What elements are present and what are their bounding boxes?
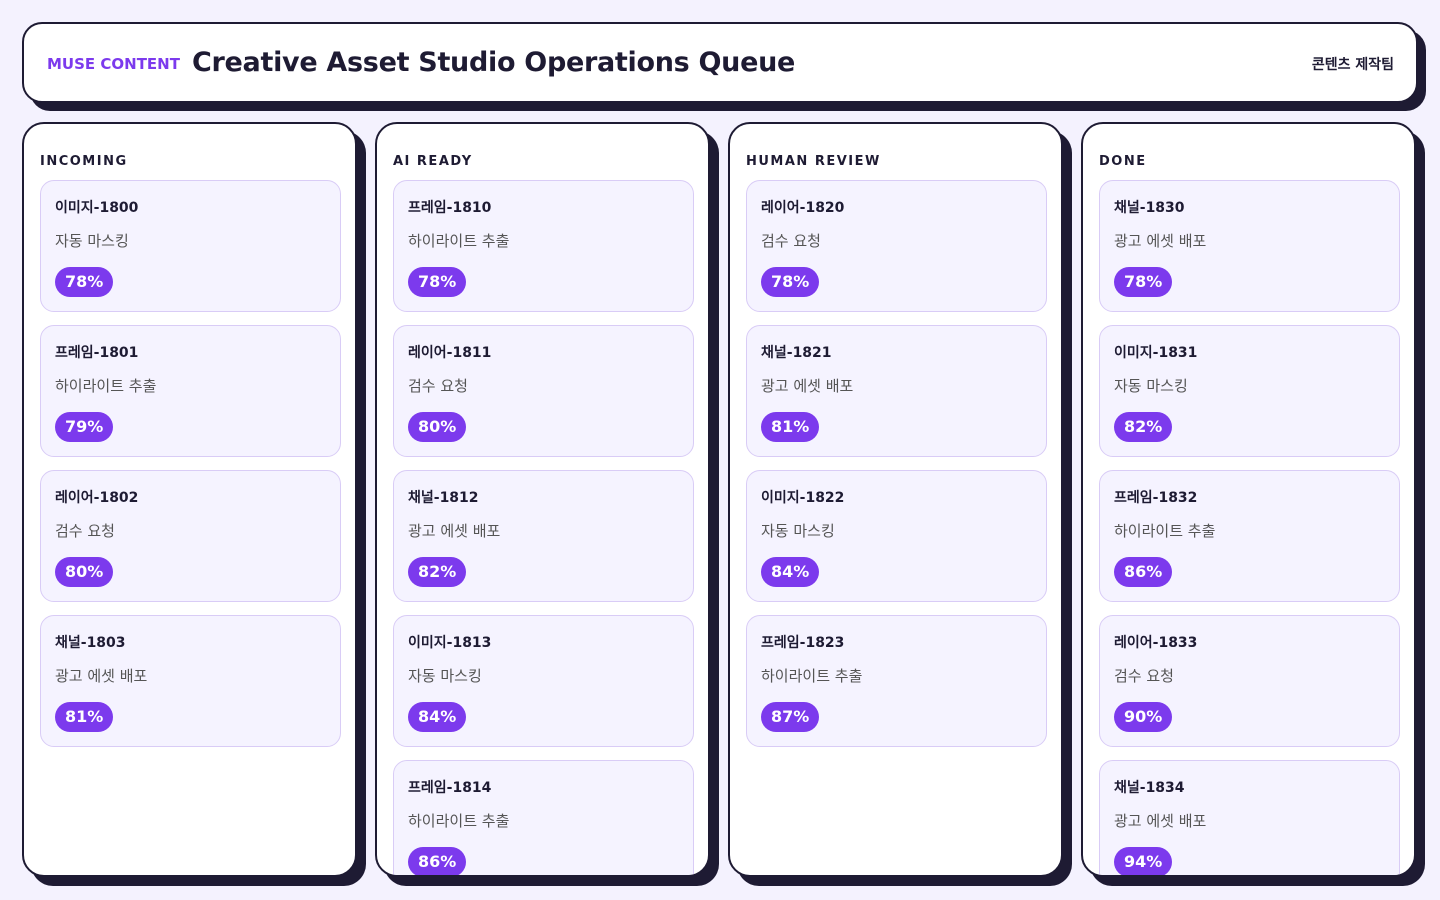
- column-title: INCOMING: [40, 154, 128, 169]
- task-card[interactable]: 프레임-1823 하이라이트 추출 87%: [746, 615, 1047, 747]
- card-id: 프레임-1823: [761, 635, 845, 651]
- task-card[interactable]: 채널-1821 광고 에셋 배포 81%: [746, 325, 1047, 457]
- task-card[interactable]: 이미지-1831 자동 마스킹 82%: [1099, 325, 1400, 457]
- brand: MUSE CONTENT: [47, 55, 180, 73]
- column-title: DONE: [1099, 154, 1147, 169]
- card-id: 레이어-1833: [1114, 635, 1198, 651]
- card-id: 레이어-1811: [408, 345, 492, 361]
- task-card[interactable]: 레이어-1820 검수 요청 78%: [746, 180, 1047, 312]
- team-name: 콘텐츠 제작팀: [1311, 57, 1394, 73]
- progress-badge: 94%: [1114, 847, 1173, 875]
- task-card[interactable]: 레이어-1811 검수 요청 80%: [393, 325, 694, 457]
- card-task: 검수 요청: [55, 522, 115, 540]
- task-card[interactable]: 채널-1830 광고 에셋 배포 78%: [1099, 180, 1400, 312]
- card-id: 이미지-1822: [761, 490, 845, 506]
- column: INCOMING 이미지-1800 자동 마스킹 78% 프레임-1801 하이라이트 추…: [22, 122, 357, 877]
- task-card[interactable]: 프레임-1801 하이라이트 추출 79%: [40, 325, 341, 457]
- card-id: 프레임-1814: [408, 780, 492, 796]
- card-id: 이미지-1800: [55, 200, 139, 216]
- card-id: 레이어-1820: [761, 200, 845, 216]
- card-task: 광고 에셋 배포: [408, 522, 501, 540]
- card-id: 채널-1803: [55, 635, 126, 651]
- card-task: 자동 마스킹: [408, 667, 482, 685]
- progress-badge: 78%: [408, 267, 467, 297]
- task-card[interactable]: 프레임-1832 하이라이트 추출 86%: [1099, 470, 1400, 602]
- card-id: 채널-1821: [761, 345, 832, 361]
- card-task: 자동 마스킹: [1114, 377, 1188, 395]
- task-card[interactable]: 레이어-1833 검수 요청 90%: [1099, 615, 1400, 747]
- progress-badge: 78%: [761, 267, 820, 297]
- progress-badge: 90%: [1114, 702, 1173, 732]
- progress-badge: 80%: [408, 412, 467, 442]
- card-task: 광고 에셋 배포: [1114, 232, 1207, 250]
- progress-badge: 78%: [55, 267, 114, 297]
- progress-badge: 84%: [408, 702, 467, 732]
- card-task: 광고 에셋 배포: [761, 377, 854, 395]
- task-card[interactable]: 프레임-1814 하이라이트 추출 86%: [393, 760, 694, 875]
- progress-badge: 79%: [55, 412, 114, 442]
- card-task: 자동 마스킹: [761, 522, 835, 540]
- progress-badge: 78%: [1114, 267, 1173, 297]
- progress-badge: 84%: [761, 557, 820, 587]
- column-title: HUMAN REVIEW: [746, 154, 881, 169]
- card-task: 하이라이트 추출: [761, 667, 863, 685]
- progress-badge: 81%: [761, 412, 820, 442]
- task-card[interactable]: 이미지-1813 자동 마스킹 84%: [393, 615, 694, 747]
- progress-badge: 82%: [408, 557, 467, 587]
- task-card[interactable]: 프레임-1810 하이라이트 추출 78%: [393, 180, 694, 312]
- card-task: 자동 마스킹: [55, 232, 129, 250]
- card-task: 하이라이트 추출: [408, 812, 510, 830]
- card-id: 프레임-1801: [55, 345, 139, 361]
- page-title: Creative Asset Studio Operations Queue: [192, 47, 796, 78]
- card-id: 프레임-1810: [408, 200, 492, 216]
- column: HUMAN REVIEW 레이어-1820 검수 요청 78% 채널-1821 광고 에셋…: [728, 122, 1063, 877]
- card-id: 이미지-1831: [1114, 345, 1198, 361]
- progress-badge: 86%: [1114, 557, 1173, 587]
- column: AI READY 프레임-1810 하이라이트 추출 78% 레이어-1811 검수 요청…: [375, 122, 710, 877]
- task-card[interactable]: 이미지-1822 자동 마스킹 84%: [746, 470, 1047, 602]
- card-task: 검수 요청: [1114, 667, 1174, 685]
- progress-badge: 86%: [408, 847, 467, 875]
- card-id: 채널-1834: [1114, 780, 1185, 796]
- card-id: 이미지-1813: [408, 635, 492, 651]
- card-task: 광고 에셋 배포: [1114, 812, 1207, 830]
- card-task: 검수 요청: [761, 232, 821, 250]
- column-title: AI READY: [393, 154, 473, 169]
- card-id: 채널-1830: [1114, 200, 1185, 216]
- card-task: 검수 요청: [408, 377, 468, 395]
- card-task: 광고 에셋 배포: [55, 667, 148, 685]
- card-task: 하이라이트 추출: [1114, 522, 1216, 540]
- progress-badge: 81%: [55, 702, 114, 732]
- task-card[interactable]: 이미지-1800 자동 마스킹 78%: [40, 180, 341, 312]
- card-id: 채널-1812: [408, 490, 479, 506]
- card-id: 프레임-1832: [1114, 490, 1198, 506]
- progress-badge: 87%: [761, 702, 820, 732]
- column: DONE 채널-1830 광고 에셋 배포 78% 이미지-1831 자동 마스킹 82% 프…: [1081, 122, 1416, 877]
- task-card[interactable]: 채널-1803 광고 에셋 배포 81%: [40, 615, 341, 747]
- card-id: 레이어-1802: [55, 490, 139, 506]
- card-task: 하이라이트 추출: [55, 377, 157, 395]
- progress-badge: 80%: [55, 557, 114, 587]
- progress-badge: 82%: [1114, 412, 1173, 442]
- header: MUSE CONTENT Creative Asset Studio Opera…: [22, 22, 1418, 103]
- task-card[interactable]: 레이어-1802 검수 요청 80%: [40, 470, 341, 602]
- card-task: 하이라이트 추출: [408, 232, 510, 250]
- task-card[interactable]: 채널-1812 광고 에셋 배포 82%: [393, 470, 694, 602]
- task-card[interactable]: 채널-1834 광고 에셋 배포 94%: [1099, 760, 1400, 875]
